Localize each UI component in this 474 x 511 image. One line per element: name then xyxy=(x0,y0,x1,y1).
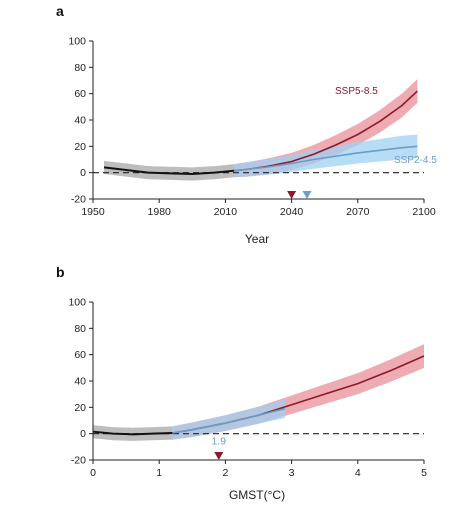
x-tick-label: 3 xyxy=(289,467,295,479)
x-tick-label: 2010 xyxy=(214,206,238,218)
x-tick-label: 1 xyxy=(156,467,162,479)
y-tick-label: -20 xyxy=(71,194,86,206)
panel-b-bands xyxy=(93,344,424,441)
band-ssp245 xyxy=(234,134,418,178)
series-label-ssp245: SSP2-4.5 xyxy=(394,155,437,166)
panel-a-label: a xyxy=(56,3,64,19)
panel-b: b -20 0 20 40 60 80 100 0 1 2 3 4 5 1.9 GMST(°C) xyxy=(56,264,427,502)
panel-b-axes: -20 0 20 40 60 80 100 0 1 2 3 4 5 xyxy=(68,297,427,480)
x-tick-label: 2 xyxy=(222,467,228,479)
x-tick-label: 2070 xyxy=(346,206,370,218)
x-tick-label: 1950 xyxy=(81,206,105,218)
panel-a-lines xyxy=(103,90,418,175)
y-tick-label: 100 xyxy=(68,36,86,48)
series-label-ssp585: SSP5-8.5 xyxy=(335,86,378,97)
y-tick-label: 60 xyxy=(74,88,86,100)
x-tick-label: 1980 xyxy=(148,206,172,218)
panel-b-label: b xyxy=(56,264,65,280)
y-tick-label: 0 xyxy=(80,167,86,179)
y-tick-label: 40 xyxy=(74,115,86,127)
panel-a-markers xyxy=(287,191,312,199)
panel-a-xlabel: Year xyxy=(245,232,269,246)
y-tick-label: 20 xyxy=(74,141,86,153)
y-tick-label: 80 xyxy=(74,62,86,74)
x-tick-label: 2100 xyxy=(412,206,436,218)
x-tick-label: 0 xyxy=(90,467,96,479)
line-historical xyxy=(103,166,235,175)
y-tick-label: -20 xyxy=(71,455,86,467)
x-tick-label: 2040 xyxy=(280,206,304,218)
y-tick-label: 100 xyxy=(68,297,86,309)
panel-b-annotation: 1.9 xyxy=(211,435,226,447)
panel-b-xlabel: GMST(°C) xyxy=(229,488,285,502)
line-historical xyxy=(92,430,173,436)
line-ssp245 xyxy=(234,145,418,172)
x-tick-label: 4 xyxy=(355,467,361,479)
y-tick-label: 60 xyxy=(74,349,86,361)
marker-triangle xyxy=(214,452,224,460)
panel-b-lines xyxy=(92,355,425,436)
y-tick-label: 0 xyxy=(80,428,86,440)
y-tick-label: 80 xyxy=(74,323,86,335)
band-historical xyxy=(104,160,235,181)
marker-triangle xyxy=(287,191,297,199)
line-ssp245 xyxy=(172,407,286,434)
y-tick-label: 20 xyxy=(74,402,86,414)
band-ssp245 xyxy=(172,399,285,440)
panel-b-markers xyxy=(214,452,224,460)
x-tick-label: 5 xyxy=(421,467,427,479)
band-historical xyxy=(93,425,173,441)
y-tick-label: 40 xyxy=(74,376,86,388)
marker-triangle xyxy=(302,191,312,199)
